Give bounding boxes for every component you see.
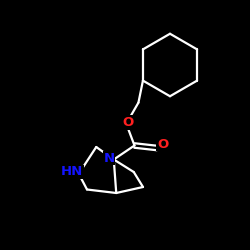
Text: O: O (157, 138, 168, 151)
Text: HN: HN (60, 165, 83, 178)
Text: N: N (104, 152, 115, 165)
Text: O: O (122, 116, 134, 129)
